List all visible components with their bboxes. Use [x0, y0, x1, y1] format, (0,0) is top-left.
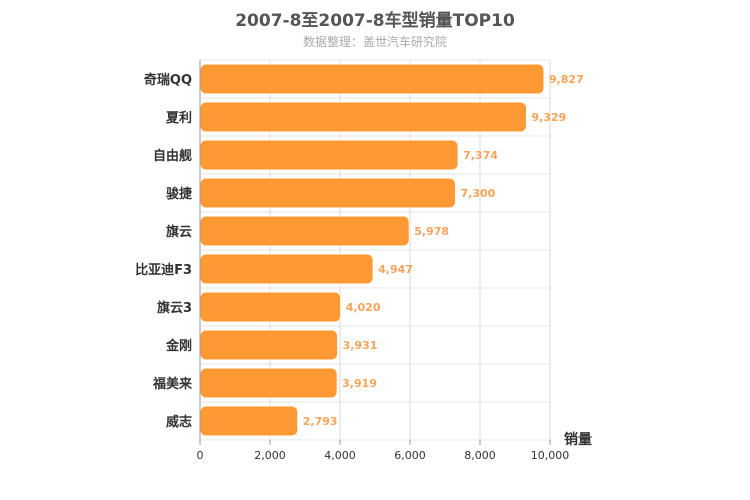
x-tick-label: 6,000 — [394, 449, 426, 462]
x-tick-label: 4,000 — [324, 449, 356, 462]
x-tick-label: 8,000 — [464, 449, 496, 462]
data-labels: 9,827 9,329 7,374 7,300 5,978 4,947 4,020 3,931… — [303, 73, 584, 428]
x-tick-label: 10,000 — [531, 449, 570, 462]
data-label: 4,020 — [346, 301, 381, 314]
chart-subtitle: 数据整理：盖世汽车研究院 — [302, 35, 447, 49]
y-tick-label: 骏捷 — [166, 186, 193, 202]
bar — [199, 177, 456, 209]
bar — [199, 405, 299, 437]
y-tick-label: 旗云 — [166, 224, 192, 240]
data-label: 3,919 — [342, 377, 377, 390]
x-axis-title: 销量 — [564, 431, 592, 448]
bar — [199, 63, 545, 95]
bar — [199, 101, 528, 133]
y-tick-label: 夏利 — [165, 110, 192, 126]
data-label: 9,827 — [549, 73, 584, 86]
bars — [199, 63, 545, 437]
data-label: 4,947 — [378, 263, 413, 276]
x-axis-ticks: 0 2,000 4,000 6,000 8,000 10,000 — [197, 440, 570, 462]
y-tick-label: 福美来 — [152, 376, 193, 392]
y-tick-label: 自由舰 — [153, 148, 192, 164]
data-label: 2,793 — [303, 415, 338, 428]
x-tick-label: 2,000 — [254, 449, 286, 462]
y-tick-label: 奇瑞QQ — [144, 72, 192, 88]
data-label: 7,300 — [461, 187, 496, 200]
x-tick-label: 0 — [197, 449, 204, 462]
y-tick-label: 金刚 — [165, 338, 192, 354]
data-label: 5,978 — [414, 225, 449, 238]
bar — [199, 215, 410, 247]
bar — [199, 367, 338, 399]
y-tick-label: 旗云3 — [157, 300, 192, 316]
data-label: 3,931 — [343, 339, 378, 352]
y-tick-label: 比亚迪F3 — [135, 262, 192, 278]
y-tick-label: 威志 — [166, 414, 192, 430]
bar — [199, 329, 339, 361]
bar — [199, 253, 374, 285]
data-label: 7,374 — [463, 149, 498, 162]
data-label: 9,329 — [532, 111, 567, 124]
chart-title: 2007-8至2007-8车型销量TOP10 — [235, 11, 515, 31]
bar — [199, 291, 342, 323]
bar — [199, 139, 459, 171]
